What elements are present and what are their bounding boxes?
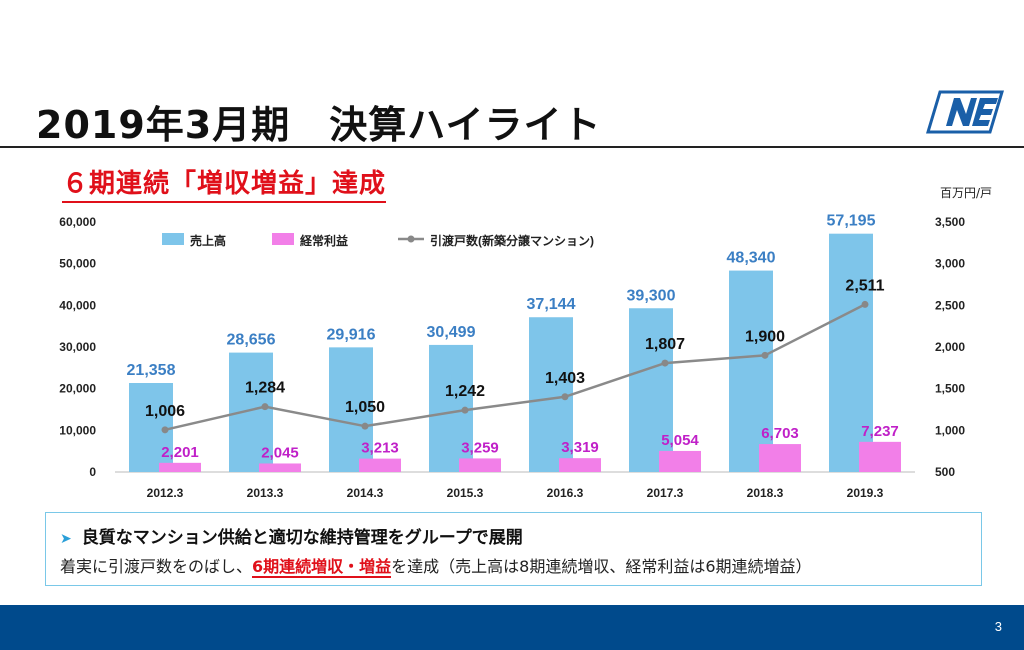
profit-bar bbox=[659, 450, 701, 472]
deliveries-point bbox=[161, 426, 169, 434]
deliveries-value-label: 1,900 bbox=[745, 328, 785, 345]
page-title: 2019年3月期 決算ハイライト bbox=[36, 103, 602, 147]
sales-value-label: 37,144 bbox=[527, 296, 576, 313]
summary-box: ➤ 良質なマンション供給と適切な維持管理をグループで展開 着実に引渡戸数をのばし、… bbox=[45, 512, 982, 586]
legend-sales-swatch bbox=[162, 233, 184, 245]
profit-value-label: 5,054 bbox=[661, 432, 699, 449]
deliveries-point bbox=[761, 351, 769, 359]
summary-body-suffix: を達成（売上高は8期連続増収、経常利益は6期連続増益） bbox=[391, 557, 812, 576]
deliveries-point bbox=[261, 403, 269, 411]
sales-bar bbox=[329, 347, 373, 472]
profit-value-label: 2,201 bbox=[161, 444, 199, 461]
profit-value-label: 6,703 bbox=[761, 425, 799, 442]
x-tick-label: 2019.3 bbox=[847, 486, 884, 500]
deliveries-value-label: 1,403 bbox=[545, 370, 585, 387]
summary-body-prefix: 着実に引渡戸数をのばし、 bbox=[60, 557, 253, 576]
unit-label: 百万円/戸 bbox=[940, 186, 993, 200]
deliveries-line bbox=[164, 303, 866, 432]
deliveries-point bbox=[361, 422, 369, 430]
deliveries-value-label: 1,284 bbox=[245, 380, 285, 397]
deliveries-point bbox=[561, 393, 569, 401]
performance-chart: 0 10,000 20,000 30,000 40,000 50,000 60,000 500… bbox=[59, 213, 965, 500]
deliveries-value-label: 1,242 bbox=[445, 383, 485, 400]
page-number: 3 bbox=[994, 619, 1002, 634]
sales-value-label: 28,656 bbox=[227, 332, 276, 349]
summary-body-highlight: 6期連続増収・増益 bbox=[252, 557, 392, 578]
arrow-bullet-icon: ➤ bbox=[60, 531, 72, 547]
y-left-tick-label: 10,000 bbox=[59, 423, 96, 437]
sales-value-label: 29,916 bbox=[327, 326, 376, 343]
y-left-tick-label: 60,000 bbox=[59, 215, 96, 229]
profit-value-label: 3,319 bbox=[561, 439, 599, 456]
profit-bar bbox=[259, 463, 301, 472]
profit-bar bbox=[159, 462, 201, 472]
legend-sales-label: 売上高 bbox=[190, 233, 226, 248]
x-tick-label: 2014.3 bbox=[347, 486, 384, 500]
highlight-subtitle: ６期連続「増収増益」達成 bbox=[62, 163, 387, 203]
deliveries-point bbox=[861, 300, 869, 308]
title-underline bbox=[0, 146, 1024, 148]
y-left-tick-label: 20,000 bbox=[59, 382, 96, 396]
sales-value-label: 48,340 bbox=[727, 250, 776, 267]
x-tick-label: 2016.3 bbox=[547, 486, 584, 500]
deliveries-point bbox=[461, 406, 469, 414]
profit-value-label: 2,045 bbox=[261, 444, 299, 461]
y-right-tick-label: 1,500 bbox=[935, 382, 965, 396]
deliveries-value-label: 1,807 bbox=[645, 336, 685, 353]
sales-bar bbox=[729, 270, 773, 472]
y-left-tick-label: 40,000 bbox=[59, 298, 96, 312]
sales-value-label: 57,195 bbox=[827, 213, 876, 230]
sales-value-label: 30,499 bbox=[427, 324, 476, 341]
sales-value-label: 39,300 bbox=[627, 287, 676, 304]
sales-value-label: 21,358 bbox=[127, 362, 176, 379]
footer-bar: 3 bbox=[0, 605, 1024, 650]
company-logo bbox=[926, 90, 1004, 134]
deliveries-value-label: 2,511 bbox=[845, 277, 884, 294]
profit-bar bbox=[459, 458, 501, 472]
y-left-tick-label: 0 bbox=[89, 465, 96, 479]
y-right-tick-label: 2,000 bbox=[935, 340, 965, 354]
title-bar: 2019年3月期 決算ハイライト bbox=[0, 0, 1024, 148]
deliveries-value-label: 1,050 bbox=[345, 399, 385, 416]
profit-bar bbox=[759, 444, 801, 472]
summary-heading: ➤ 良質なマンション供給と適切な維持管理をグループで展開 bbox=[60, 523, 523, 548]
summary-body: 着実に引渡戸数をのばし、6期連続増収・増益を達成（売上高は8期連続増収、経常利益… bbox=[60, 553, 812, 578]
profit-bar bbox=[559, 458, 601, 472]
legend-profit-label: 経常利益 bbox=[300, 233, 348, 248]
x-tick-label: 2018.3 bbox=[747, 486, 784, 500]
y-right-tick-label: 3,500 bbox=[935, 215, 965, 229]
profit-value-label: 3,213 bbox=[361, 440, 399, 457]
y-right-tick-label: 3,000 bbox=[935, 257, 965, 271]
sales-bar bbox=[629, 308, 673, 472]
deliveries-value-label: 1,006 bbox=[145, 403, 185, 420]
x-tick-label: 2013.3 bbox=[247, 486, 284, 500]
x-tick-label: 2012.3 bbox=[147, 486, 184, 500]
y-right-tick-label: 1,000 bbox=[935, 423, 965, 437]
profit-value-label: 7,237 bbox=[861, 423, 899, 440]
y-right-tick-label: 2,500 bbox=[935, 298, 965, 312]
legend-profit-swatch bbox=[272, 233, 294, 245]
sales-bar bbox=[829, 233, 873, 472]
x-tick-label: 2015.3 bbox=[447, 486, 484, 500]
deliveries-point bbox=[661, 359, 669, 367]
summary-heading-text: 良質なマンション供給と適切な維持管理をグループで展開 bbox=[81, 528, 523, 548]
legend-deliveries-marker bbox=[407, 235, 415, 243]
y-left-tick-label: 30,000 bbox=[59, 340, 96, 354]
profit-bar bbox=[359, 458, 401, 472]
y-left-tick-label: 50,000 bbox=[59, 257, 96, 271]
profit-value-label: 3,259 bbox=[461, 439, 499, 456]
profit-bar bbox=[859, 441, 901, 472]
y-right-tick-label: 500 bbox=[935, 465, 955, 479]
x-tick-label: 2017.3 bbox=[647, 486, 684, 500]
legend-deliveries-label: 引渡戸数(新築分譲マンション) bbox=[430, 233, 594, 248]
